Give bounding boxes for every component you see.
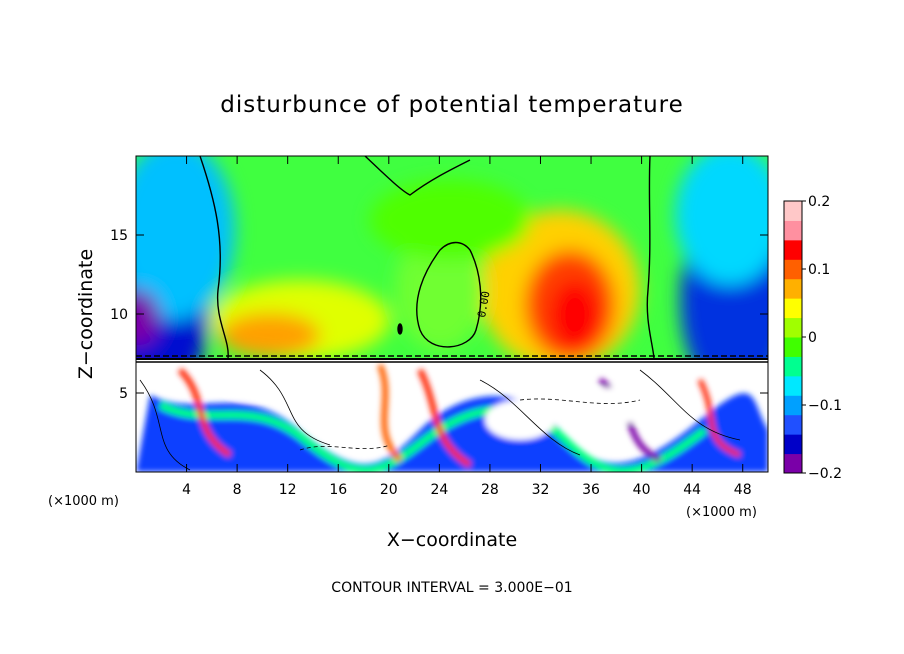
x-tick-label: 40 (633, 482, 651, 498)
colorbar-swatch (784, 201, 802, 221)
x-tick-label: 48 (734, 482, 752, 498)
y-tick-label: 10 (110, 307, 128, 323)
x-axis-unit-left: (×1000 m) (48, 494, 119, 509)
y-tick-label: 5 (119, 386, 128, 402)
x-tick-label: 20 (380, 482, 398, 498)
y-tick-label: 15 (110, 228, 128, 244)
colorbar-swatch (784, 453, 802, 474)
x-tick-label: 28 (481, 482, 499, 498)
x-tick-label: 44 (683, 482, 701, 498)
x-axis-label: X−coordinate (387, 529, 517, 551)
colorbar-swatch (784, 414, 802, 435)
x-tick-label: 36 (582, 482, 600, 498)
x-tick-label: 8 (233, 482, 242, 498)
colorbar-swatch (784, 375, 802, 396)
zero-contour (199, 156, 655, 359)
x-tick-label: 32 (532, 482, 550, 498)
colorbar-tick-label: 0 (808, 330, 817, 346)
colorbar-swatch (784, 317, 802, 338)
colorbar-tick-label: 0.1 (808, 262, 830, 278)
y-axis-label: Z−coordinate (75, 249, 97, 379)
colorbar-swatch (784, 220, 802, 241)
colorbar-swatch (784, 278, 802, 299)
colorbar-swatch (784, 259, 802, 280)
x-tick-label: 4 (182, 482, 191, 498)
x-axis: 4 8 12 16 20 24 28 32 36 40 44 48 (182, 156, 752, 498)
colorbar-swatch (784, 298, 802, 319)
chart-title: disturbunce of potential temperature (220, 92, 684, 118)
colorbar-swatch (784, 337, 802, 357)
colorbar-tick-label: −0.1 (808, 398, 842, 414)
colorbar: 0.2 0.1 0 −0.1 −0.2 (783, 194, 842, 482)
x-tick-label: 12 (279, 482, 297, 498)
colorbar-swatch (784, 239, 802, 260)
x-tick-label: 24 (430, 482, 448, 498)
heatmap-field (136, 156, 768, 472)
colorbar-swatch (784, 395, 802, 416)
colorbar-tick-label: −0.2 (808, 466, 842, 482)
colorbar-tick-label: 0.2 (808, 194, 830, 210)
contour-label: 0.00 (475, 290, 492, 318)
contour-interval-note: CONTOUR INTERVAL = 3.000E−01 (331, 580, 572, 596)
x-axis-unit-right: (×1000 m) (686, 505, 757, 520)
colorbar-swatch (784, 434, 802, 455)
x-tick-label: 16 (329, 482, 347, 498)
y-axis: 5 10 15 (110, 228, 768, 402)
colorbar-swatch (784, 356, 802, 377)
inversion-contours (136, 355, 768, 363)
